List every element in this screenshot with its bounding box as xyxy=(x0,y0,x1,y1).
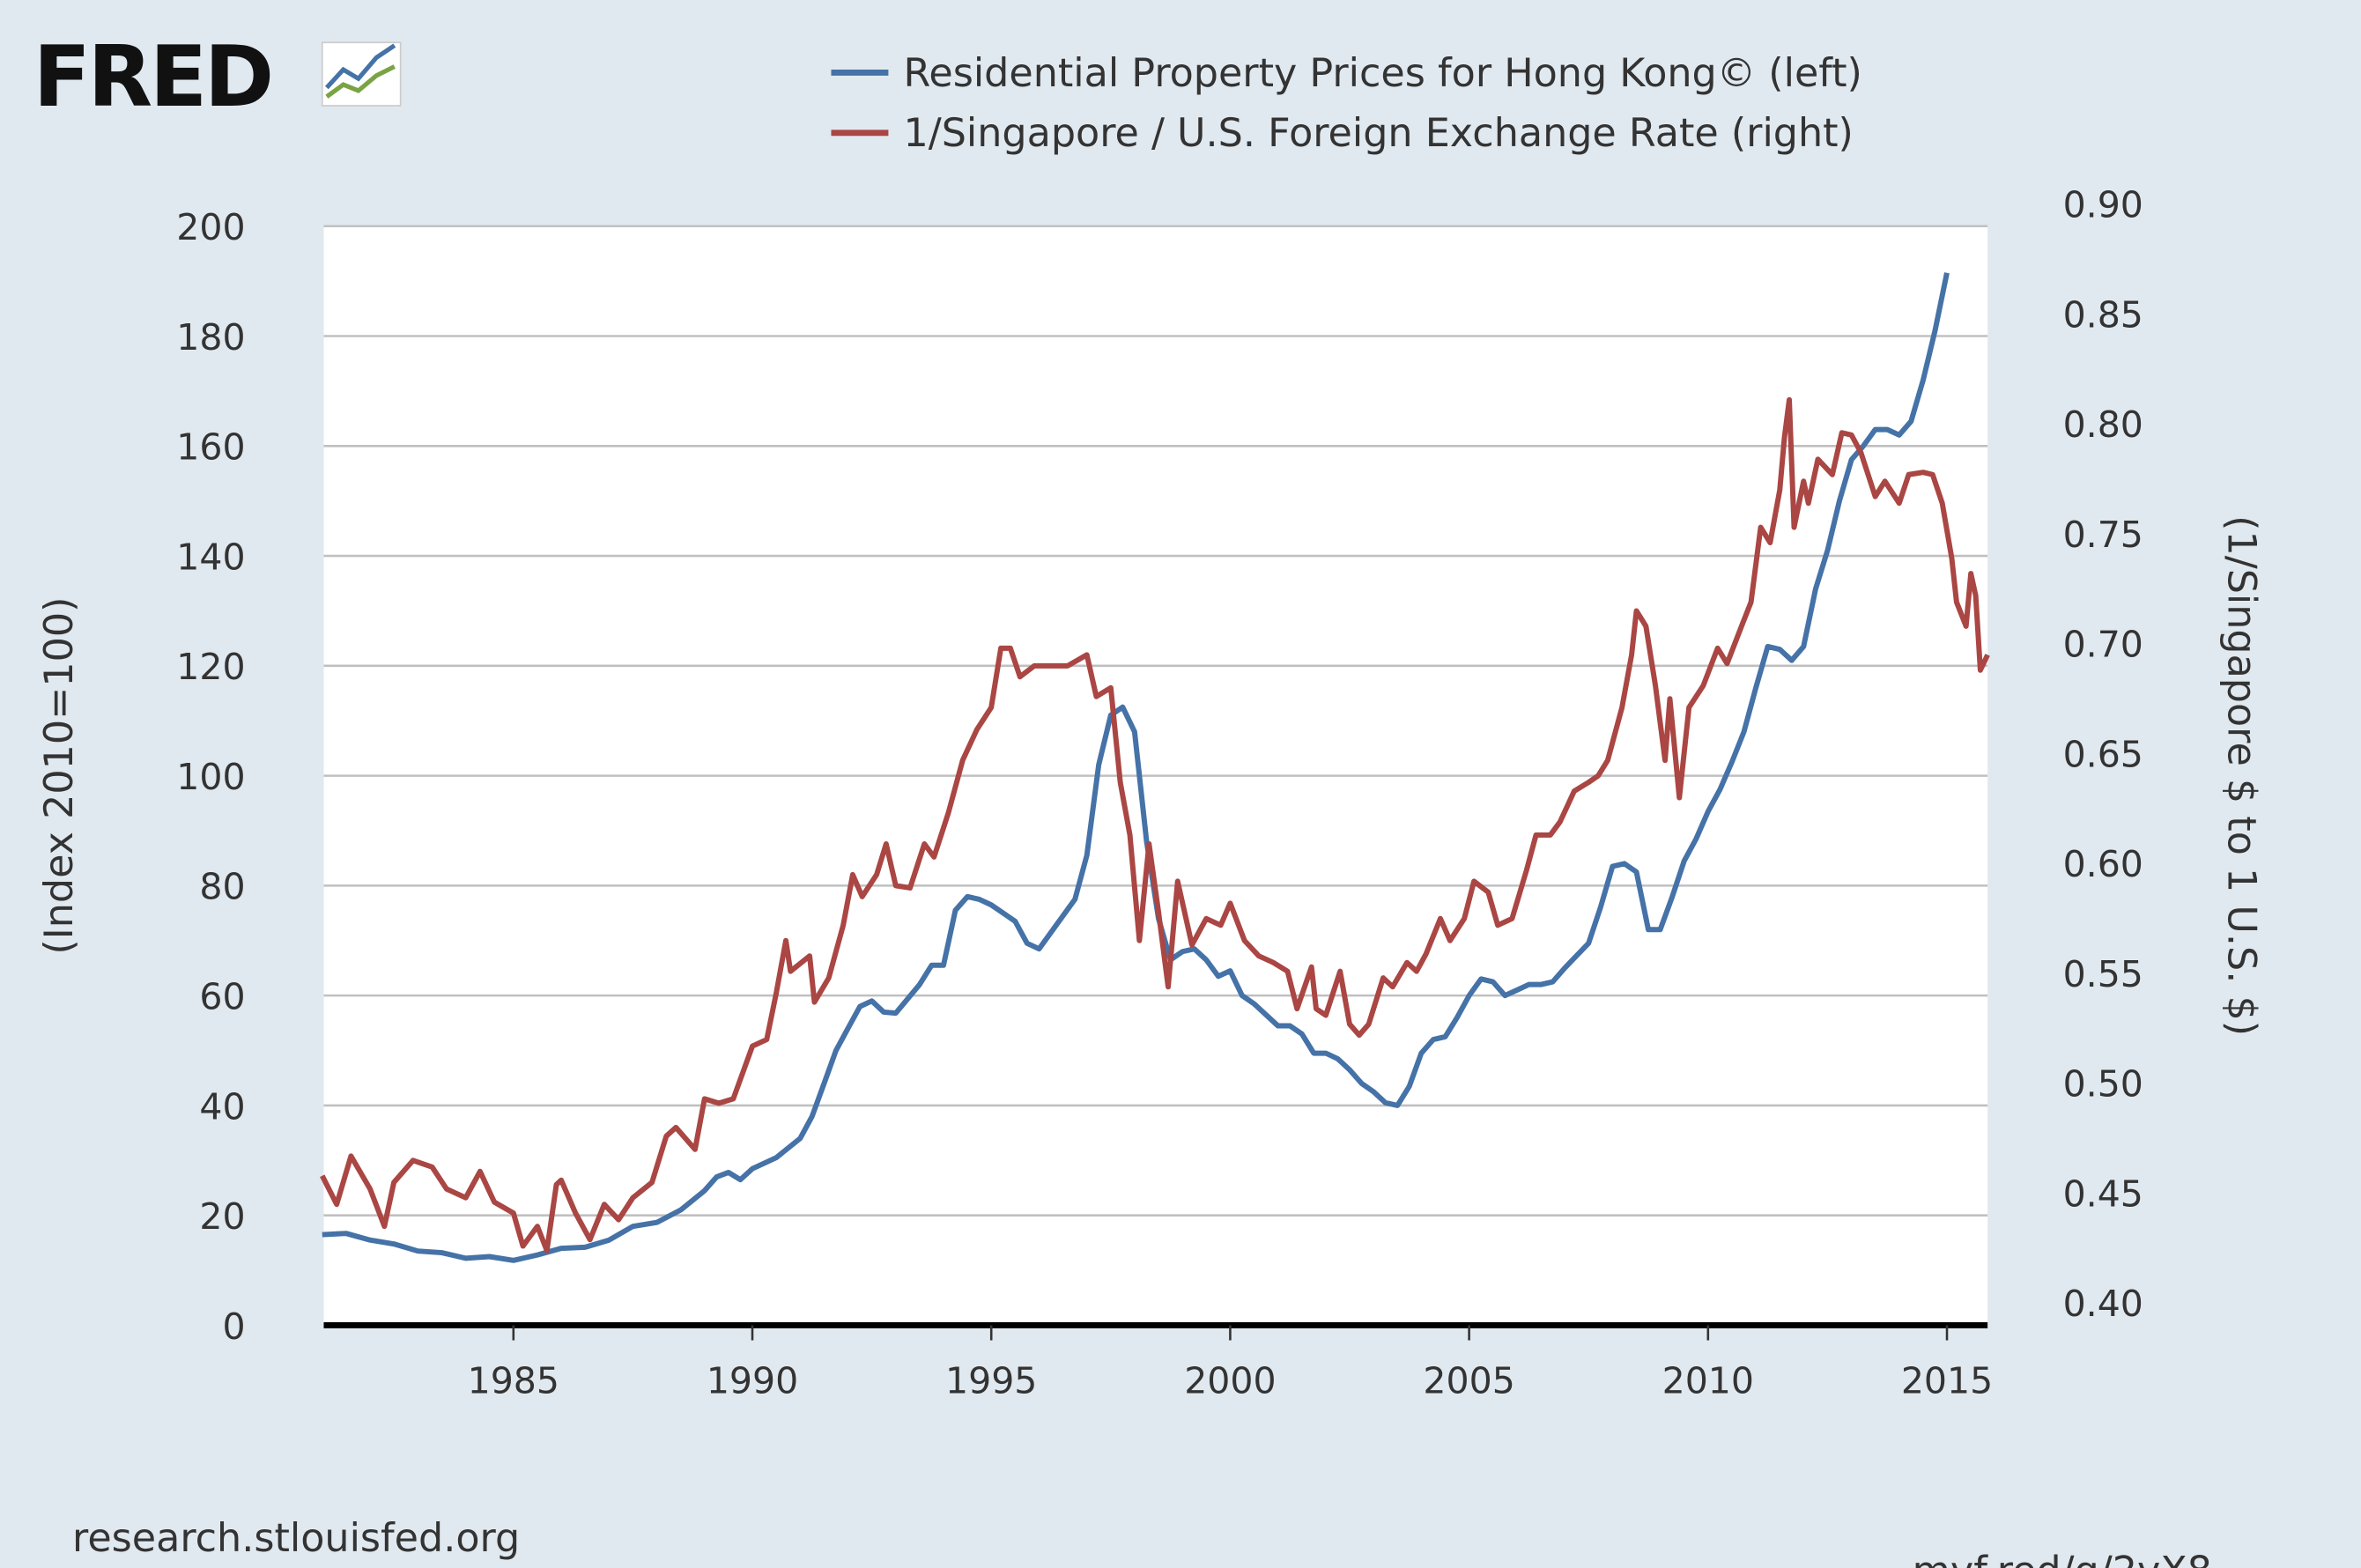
x-tick-label: 1990 xyxy=(707,1359,798,1402)
y-tick-label: 80 xyxy=(199,866,245,908)
series-line xyxy=(320,396,1990,1254)
y-tick-label: 200 xyxy=(176,206,245,248)
y-tick-label: 0 xyxy=(222,1305,245,1348)
source: research.stlouisfed.org xyxy=(72,1516,520,1561)
y2-tick-label: 0.90 xyxy=(2063,183,2143,226)
y-axis-label: (Index 2010=100) xyxy=(37,597,82,955)
y-tick-label: 160 xyxy=(176,426,245,469)
x-tick-label: 1995 xyxy=(945,1359,1037,1402)
y2-tick-label: 0.50 xyxy=(2063,1063,2143,1106)
legend-label: Residential Property Prices for Hong Kon… xyxy=(904,51,1862,96)
y2-tick-label: 0.45 xyxy=(2063,1172,2143,1215)
y2-tick-label: 0.65 xyxy=(2063,733,2143,775)
x-tick-label: 2015 xyxy=(1901,1359,1993,1402)
series-line xyxy=(322,272,1950,1263)
legend-label: 1/Singapore / U.S. Foreign Exchange Rate… xyxy=(904,111,1854,156)
y-tick-label: 100 xyxy=(176,756,245,798)
y-tick-label: 20 xyxy=(199,1195,245,1238)
y2-tick-label: 0.75 xyxy=(2063,514,2143,556)
short-url: myf.red/g/2vX8 xyxy=(1913,1549,2212,1568)
logo-icon xyxy=(321,41,402,107)
y-tick-label: 60 xyxy=(199,976,245,1018)
logo: FRED xyxy=(33,27,271,126)
y2-tick-label: 0.55 xyxy=(2063,953,2143,995)
y-tick-label: 40 xyxy=(199,1085,245,1128)
x-tick-label: 2000 xyxy=(1184,1359,1276,1402)
y-tick-label: 140 xyxy=(176,536,245,578)
y2-axis-label: (1/Singapore $ to 1 U.S. $) xyxy=(2219,515,2264,1036)
x-tick-label: 2005 xyxy=(1423,1359,1514,1402)
y2-tick-label: 0.80 xyxy=(2063,403,2143,446)
y2-tick-label: 0.70 xyxy=(2063,624,2143,666)
y2-tick-label: 0.40 xyxy=(2063,1283,2143,1325)
x-tick-label: 2010 xyxy=(1662,1359,1754,1402)
x-tick-label: 1985 xyxy=(468,1359,559,1402)
y-tick-label: 180 xyxy=(176,316,245,359)
y-tick-label: 120 xyxy=(176,646,245,688)
y2-tick-label: 0.85 xyxy=(2063,293,2143,336)
y2-tick-label: 0.60 xyxy=(2063,843,2143,885)
